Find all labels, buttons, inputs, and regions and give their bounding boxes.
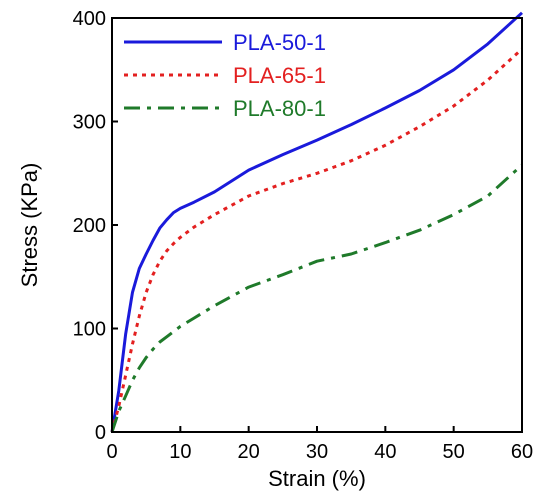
y-axis-label: Stress (KPa) (17, 163, 42, 288)
y-tick-label: 100 (73, 319, 106, 341)
axis-ticks: 0 10 20 30 40 50 60 0 100 200 300 400 (73, 8, 534, 463)
series-line-1 (110, 11, 524, 433)
legend: PLA-50-1 PLA-65-1 PLA-80-1 (124, 30, 326, 121)
series-line-2 (110, 47, 524, 433)
x-tick-label: 0 (106, 441, 117, 463)
legend-label-1: PLA-50-1 (233, 30, 326, 55)
x-axis-label: Strain (%) (268, 466, 366, 491)
series-line-3 (110, 163, 524, 433)
x-tick-label: 20 (238, 441, 260, 463)
y-tick-label: 0 (95, 422, 106, 444)
y-tick-label: 400 (73, 8, 106, 30)
y-tick-label: 300 (73, 112, 106, 134)
legend-label-3: PLA-80-1 (233, 96, 326, 121)
x-tick-label: 10 (169, 441, 191, 463)
x-tick-label: 60 (511, 441, 533, 463)
plot-lines (110, 11, 524, 433)
legend-label-2: PLA-65-1 (233, 63, 326, 88)
y-tick-label: 200 (73, 215, 106, 237)
x-tick-label: 50 (443, 441, 465, 463)
x-tick-label: 40 (374, 441, 396, 463)
x-tick-label: 30 (306, 441, 328, 463)
